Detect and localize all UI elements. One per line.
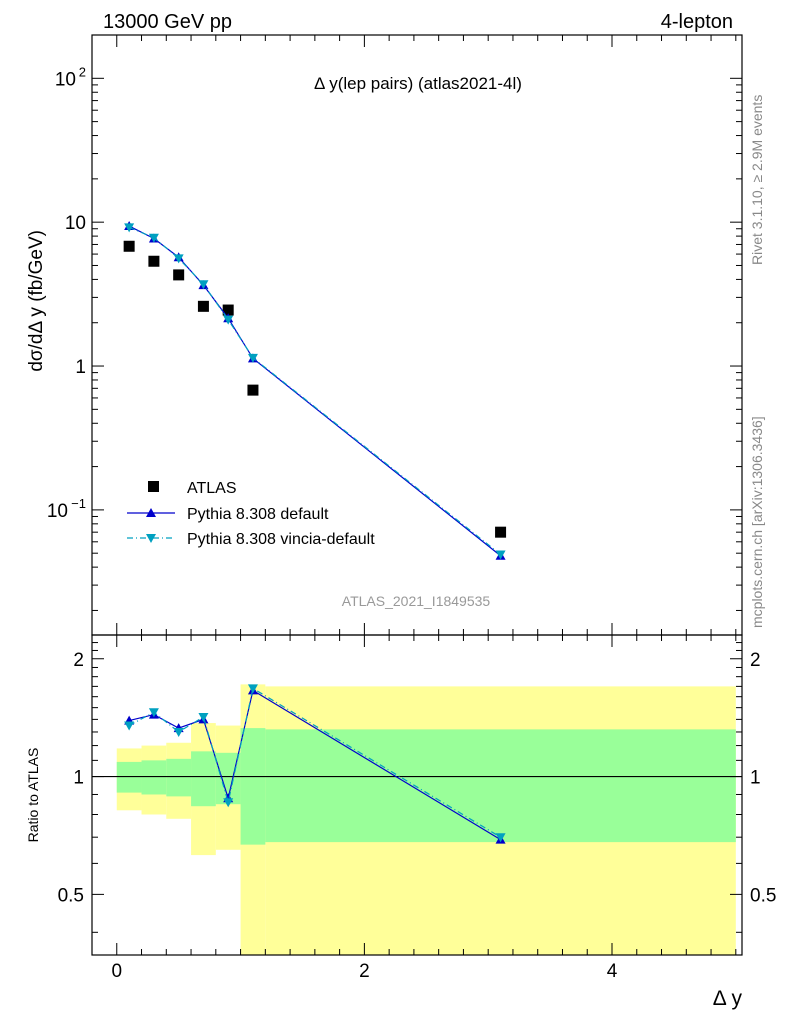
ratio-series-layer (124, 684, 506, 844)
ratio-point-pythia-8-308-vincia-default-1 (148, 708, 159, 718)
rivet-label: Rivet 3.1.10, ≥ 2.9M events (749, 95, 765, 265)
ratio-point-pythia-8-308-vincia-default-3 (198, 712, 209, 722)
ratio-uncertainty-bands (116, 684, 736, 955)
main-y-tick-label: 1 (75, 357, 86, 378)
ratio-y-tick-label-right: 1 (750, 768, 761, 789)
main-point-atlas-3 (197, 300, 209, 312)
legend-label-default: Pythia 8.308 default (187, 506, 329, 523)
ratio-y-tick-label-right: 0.5 (750, 885, 776, 906)
main-point-atlas-0 (123, 240, 135, 252)
header-left: 13000 GeV pp (103, 11, 232, 33)
watermark: ATLAS_2021_I1849535 (342, 593, 491, 609)
main-point-pythia-8-308-vincia-default-1 (148, 233, 159, 243)
main-point-atlas-5 (247, 384, 259, 396)
main-point-pythia-8-308-vincia-default-0 (124, 223, 135, 233)
main-point-atlas-6 (495, 526, 507, 538)
legend-marker-vincia (146, 534, 156, 543)
legend: ATLAS Pythia 8.308 default Pythia 8.308 … (127, 480, 375, 548)
main-point-pythia-8-308-vincia-default-3 (198, 280, 209, 290)
main-point-pythia-8-308-vincia-default-6 (495, 550, 506, 560)
ratio-y-tick-label: 1 (73, 768, 84, 789)
ratio-point-pythia-8-308-vincia-default-5 (247, 684, 258, 694)
legend-label-vincia: Pythia 8.308 vincia-default (187, 531, 375, 548)
main-point-pythia-8-308-vincia-default-2 (173, 254, 184, 264)
main-y-tick-label: 10 (65, 213, 86, 234)
ratio-band-inner-6 (265, 729, 736, 843)
main-y-tick-exponent: 2 (79, 64, 86, 79)
ratio-point-pythia-8-308-vincia-default-0 (124, 721, 135, 731)
ratio-point-pythia-8-308-vincia-default-2 (173, 727, 184, 737)
ratio-x-tick-label: 4 (607, 961, 618, 982)
ratio-band-inner-2 (166, 758, 192, 797)
ratio-x-tick-label: 0 (111, 961, 122, 982)
legend-marker-default (146, 508, 156, 517)
legend-label-atlas: ATLAS (187, 480, 237, 497)
ratio-y-axis-label: Ratio to ATLAS (25, 748, 41, 843)
ratio-x-tick-label: 2 (359, 961, 370, 982)
ratio-point-pythia-8-308-vincia-default-4 (223, 798, 234, 808)
ratio-y-tick-label-right: 2 (750, 650, 761, 671)
header-right: 4-lepton (661, 11, 733, 33)
ratio-plot-frame (91, 634, 743, 956)
ratio-band-inner-1 (141, 760, 167, 795)
main-y-tick-label: 10 (47, 501, 68, 522)
legend-marker-atlas (148, 481, 159, 492)
ratio-band-inner-3 (191, 751, 216, 807)
main-point-pythia-8-308-vincia-default-5 (247, 353, 258, 363)
main-y-tick-label: 10 (55, 69, 76, 90)
main-point-pythia-8-308-vincia-default-4 (223, 315, 234, 325)
plot-title: Δ y(lep pairs) (atlas2021-4l) (314, 74, 522, 93)
ratio-y-tick-label: 0.5 (58, 885, 84, 906)
main-series-layer (123, 221, 507, 560)
ratio-band-inner-0 (116, 761, 142, 793)
ratio-point-pythia-8-308-vincia-default-6 (495, 833, 506, 843)
mcplots-label: mcplots.cern.ch [arXiv:1306.3436] (749, 416, 765, 628)
main-point-atlas-1 (148, 255, 160, 267)
ratio-band-inner-5 (240, 728, 266, 845)
main-y-tick-exponent: −1 (71, 496, 86, 511)
ratio-y-tick-label: 2 (73, 650, 84, 671)
main-y-axis-label: dσ/dΔ y (fb/GeV) (26, 230, 47, 372)
main-point-atlas-2 (173, 269, 185, 281)
main-point-atlas-4 (222, 304, 234, 316)
x-axis-label: Δ y (713, 987, 743, 1010)
